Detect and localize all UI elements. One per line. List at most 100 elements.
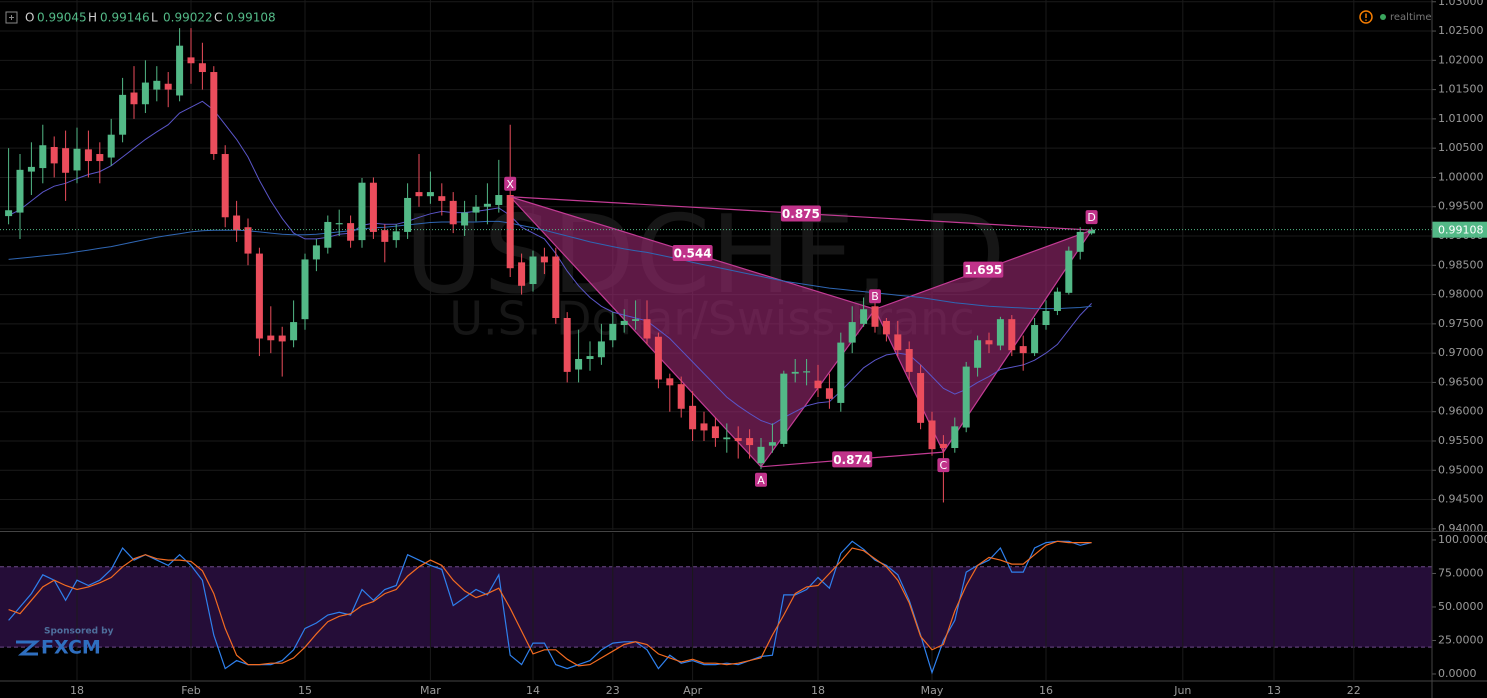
candle-body	[632, 319, 640, 321]
candle-body	[495, 195, 503, 205]
candle-body	[187, 57, 195, 64]
candle-body	[575, 358, 583, 370]
candle-body	[176, 45, 184, 96]
symbol-icon[interactable]	[5, 11, 18, 24]
ratio-box	[672, 244, 713, 261]
candle-body	[894, 334, 902, 351]
oscillator-line	[8, 540, 1092, 675]
ratio-label: 0.875	[782, 207, 820, 221]
x-tick-label: Feb	[181, 684, 200, 697]
candle-body	[39, 145, 47, 169]
y-tick-label: 1.02000	[1438, 53, 1484, 66]
candle-body	[734, 438, 742, 441]
x-tick-label: Jun	[1173, 684, 1191, 697]
candle-body	[677, 384, 685, 409]
x-tick-label: 18	[811, 684, 825, 697]
oscillator-line	[8, 540, 1092, 667]
candle-body	[768, 442, 776, 446]
y-tick-label: 1.01000	[1438, 112, 1484, 125]
candle-body	[563, 318, 571, 372]
y-tick-label: 1.00500	[1438, 141, 1484, 154]
candle-body	[825, 388, 833, 399]
y-tick-label: 1.03000	[1438, 0, 1484, 8]
candle-body	[324, 221, 332, 248]
candle-body	[757, 446, 765, 464]
candle-body	[426, 192, 434, 197]
candle-body	[518, 262, 526, 286]
candle-body	[905, 349, 913, 372]
point-box	[937, 458, 950, 473]
ohlc-value: 0.99022	[163, 11, 213, 25]
point-label: X	[506, 178, 514, 191]
osc-tick-label: 75.0000	[1438, 566, 1484, 579]
candle-body	[848, 322, 856, 343]
candle-body	[472, 206, 480, 213]
x-tick-label: 14	[526, 684, 540, 697]
point-box	[1085, 210, 1098, 225]
candle-body	[210, 72, 218, 155]
y-tick-label: 1.01500	[1438, 83, 1484, 96]
candle-body	[917, 373, 925, 423]
candle-body	[1008, 319, 1016, 351]
y-tick-label: 0.98500	[1438, 258, 1484, 271]
candle-body	[244, 227, 252, 254]
y-tick-label: 0.95500	[1438, 434, 1484, 447]
candle-body	[27, 166, 35, 172]
candle-body	[290, 322, 298, 341]
ohlc-key: H	[88, 11, 97, 25]
moving-average	[8, 220, 1092, 310]
x-tick-label: 23	[606, 684, 620, 697]
candle-body	[723, 437, 731, 440]
candle-body	[552, 256, 560, 318]
candle-body	[483, 203, 491, 207]
x-tick-label: Mar	[420, 684, 441, 697]
candle-body	[711, 426, 719, 439]
ratio-label: 1.695	[964, 263, 1002, 277]
candle-body	[974, 340, 982, 368]
candle-body	[609, 323, 617, 341]
candle-body	[358, 182, 366, 241]
candle-body	[449, 200, 457, 225]
candle-body	[951, 426, 959, 449]
candle-body	[643, 319, 651, 339]
candle-body	[5, 210, 13, 217]
x-tick-label: Apr	[683, 684, 703, 697]
y-tick-label: 1.02500	[1438, 24, 1484, 37]
candle-body	[16, 169, 24, 213]
candle-body	[654, 336, 662, 380]
candle-body	[335, 223, 343, 225]
candle-body	[141, 82, 149, 105]
ratio-label: 0.544	[674, 246, 712, 260]
candle-body	[540, 256, 548, 263]
osc-tick-label: 0.0000	[1438, 667, 1477, 680]
candle-body	[381, 230, 389, 242]
candle-body	[928, 420, 936, 450]
candle-body	[301, 259, 309, 320]
candle-body	[803, 371, 811, 373]
y-tick-label: 0.98000	[1438, 288, 1484, 301]
candle-body	[780, 373, 788, 444]
ohlc-key: L	[151, 11, 158, 25]
candle-body	[939, 443, 947, 449]
ratio-box	[832, 451, 873, 468]
candle-body	[1042, 310, 1050, 326]
point-label: C	[940, 459, 948, 472]
candle-body	[153, 80, 161, 90]
candle-body	[312, 245, 320, 260]
y-tick-label: 1.00000	[1438, 170, 1484, 183]
last-price-tag	[1432, 221, 1487, 238]
candle-body	[860, 309, 868, 324]
candle-body	[1088, 229, 1096, 234]
x-tick-label: 22	[1347, 684, 1361, 697]
candle-body	[96, 154, 104, 162]
ratio-label: 0.874	[833, 453, 871, 467]
point-box	[504, 176, 517, 191]
symbol-icon-plus[interactable]	[9, 15, 14, 20]
candle-body	[107, 134, 115, 158]
candle-body	[666, 378, 674, 386]
candle-body	[1053, 291, 1061, 311]
alert-icon[interactable]	[1359, 10, 1373, 24]
status-label: realtime	[1390, 12, 1432, 23]
point-box	[869, 289, 881, 304]
candle-body	[130, 92, 138, 105]
